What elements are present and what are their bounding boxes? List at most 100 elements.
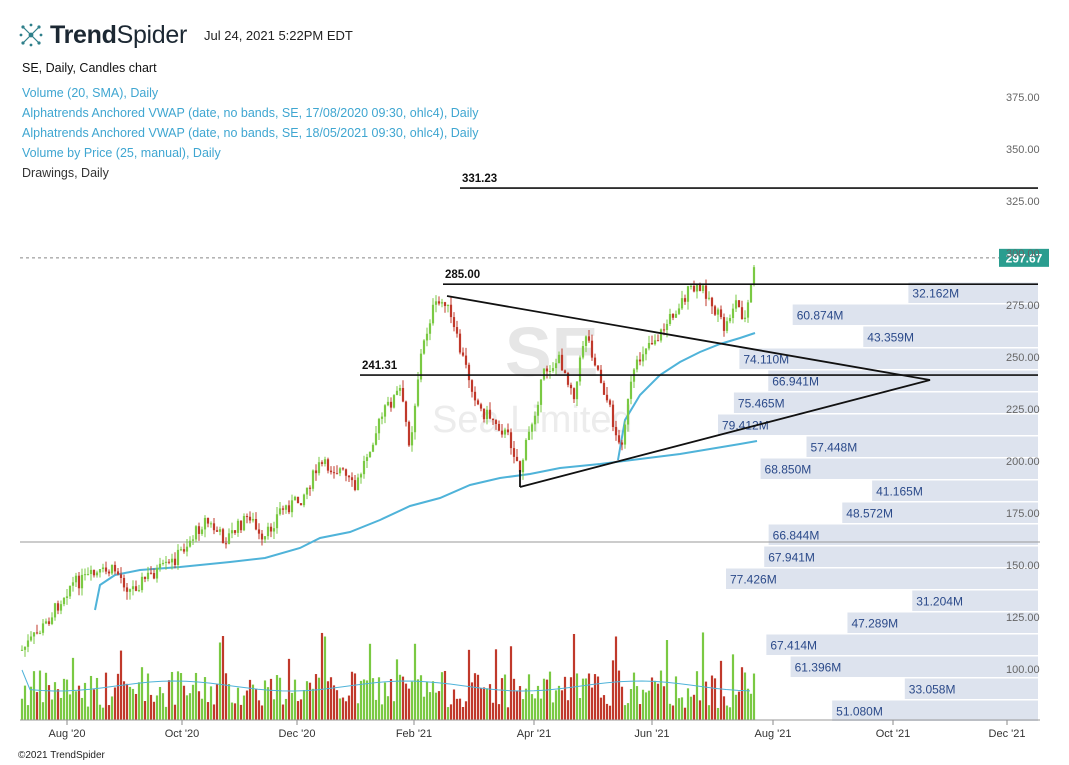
candle-body xyxy=(227,533,231,544)
y-tick-label: 150.00 xyxy=(1006,560,1040,572)
candle-body xyxy=(89,569,93,575)
candle-body xyxy=(335,473,339,475)
volume-bar xyxy=(254,689,258,720)
candle-body xyxy=(251,519,255,521)
candle-body xyxy=(536,404,540,416)
volume-bar xyxy=(563,676,567,720)
vbp-label: 66.844M xyxy=(773,529,820,543)
vbp-bar xyxy=(739,348,1038,369)
candle-body xyxy=(200,529,204,534)
candle-body xyxy=(209,523,213,525)
volume-bar xyxy=(470,682,474,720)
candle-body xyxy=(650,342,654,345)
volume-bar xyxy=(86,706,90,720)
candle-body xyxy=(533,415,537,425)
candle-body xyxy=(347,475,351,478)
candle-body xyxy=(26,640,30,647)
candle-body xyxy=(308,487,312,489)
volume-bar xyxy=(38,670,42,720)
candle-body xyxy=(614,426,618,436)
vbp-bar xyxy=(806,436,1038,457)
candle-body xyxy=(260,533,264,540)
vbp-label: 74.110M xyxy=(743,353,789,367)
candle-body xyxy=(479,404,483,409)
vbp-bar xyxy=(766,634,1038,655)
candle-body xyxy=(344,469,348,476)
volume-bar xyxy=(290,692,294,720)
candle-body xyxy=(65,596,69,599)
candle-body xyxy=(692,285,696,292)
candle-body xyxy=(338,468,342,474)
indicator-drawings[interactable]: Drawings, Daily xyxy=(22,166,109,180)
vbp-label: 68.850M xyxy=(765,463,812,477)
vbp-label: 66.941M xyxy=(772,375,819,389)
indicator-vwap-2021[interactable]: Alphatrends Anchored VWAP (date, no band… xyxy=(22,126,479,140)
vbp-label: 77.426M xyxy=(730,573,777,587)
candle-body xyxy=(101,567,105,570)
volume-bar xyxy=(707,705,711,720)
volume-bar xyxy=(329,677,333,720)
volume-bar xyxy=(539,698,543,720)
volume-bar xyxy=(188,693,192,720)
candle-body xyxy=(95,572,99,576)
volume-bar xyxy=(353,673,357,720)
volume-bar xyxy=(74,691,78,720)
indicator-volume-sma[interactable]: Volume (20, SMA), Daily xyxy=(22,86,159,100)
drawings-layer[interactable]: 297.67 331.23 285.00 241.31 xyxy=(20,173,1049,488)
candle-body xyxy=(230,530,234,534)
vbp-label: 43.359M xyxy=(867,331,914,345)
candle-body xyxy=(509,432,513,449)
volume-bar xyxy=(623,705,627,720)
vbp-bar xyxy=(764,546,1038,567)
candle-body xyxy=(350,477,354,481)
indicator-volume-by-price[interactable]: Volume by Price (25, manual), Daily xyxy=(22,146,221,160)
candle-body xyxy=(404,401,408,422)
candle-body xyxy=(623,424,627,445)
copyright-footer: ©2021 TrendSpider xyxy=(18,750,105,761)
volume-bar xyxy=(59,697,63,720)
vbp-label: 61.396M xyxy=(795,661,842,675)
y-tick-label: 125.00 xyxy=(1006,612,1040,624)
vbp-bar xyxy=(726,568,1038,589)
candle-body xyxy=(707,297,711,299)
candle-body xyxy=(161,562,165,564)
candle-body xyxy=(626,398,630,425)
volume-bar xyxy=(296,701,300,720)
volume-bar xyxy=(275,675,279,720)
volume-bar xyxy=(545,679,549,720)
candle-body xyxy=(701,285,705,291)
volume-bar xyxy=(395,659,399,720)
candle-body xyxy=(482,408,486,420)
candle-body xyxy=(122,577,126,588)
candle-body xyxy=(464,355,468,365)
candle-body xyxy=(539,379,543,405)
vbp-bar xyxy=(760,458,1038,479)
candles-layer xyxy=(20,264,756,657)
vwap-2020-line xyxy=(94,440,758,611)
brand-name: TrendSpider xyxy=(50,20,188,49)
volume-bar xyxy=(215,684,219,720)
volume-bar xyxy=(302,689,306,720)
candle-body xyxy=(740,307,744,320)
volume-bar xyxy=(245,690,249,720)
volume-bar xyxy=(668,703,672,720)
indicator-vwap-2020[interactable]: Alphatrends Anchored VWAP (date, no band… xyxy=(22,106,479,120)
volume-bar xyxy=(269,678,273,720)
candle-body xyxy=(329,470,333,473)
candle-body xyxy=(620,442,624,445)
volume-bar xyxy=(53,682,57,720)
candle-body xyxy=(416,379,420,406)
candle-body xyxy=(575,381,579,400)
volume-bar xyxy=(386,696,390,720)
volume-bar xyxy=(47,685,51,720)
x-tick-label: Aug '21 xyxy=(755,728,792,740)
volume-bar xyxy=(734,694,738,720)
volume-bar xyxy=(179,673,183,720)
volume-bars-layer xyxy=(20,632,756,720)
candle-body xyxy=(74,575,78,583)
volume-bar xyxy=(602,695,606,720)
trendspider-logo: TrendSpider xyxy=(18,20,187,50)
candle-body xyxy=(563,370,567,374)
vbp-bar xyxy=(872,480,1038,501)
